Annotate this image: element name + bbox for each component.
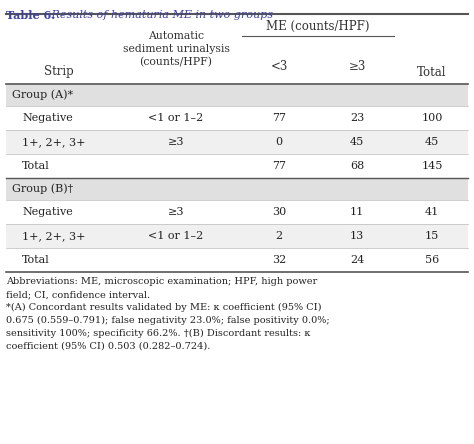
Bar bbox=[6, 224, 468, 248]
Text: 1+, 2+, 3+: 1+, 2+, 3+ bbox=[22, 231, 85, 241]
Text: *(A) Concordant results validated by ME: κ coefficient (95% CI): *(A) Concordant results validated by ME:… bbox=[6, 303, 321, 312]
Text: 1+, 2+, 3+: 1+, 2+, 3+ bbox=[22, 137, 85, 147]
Text: Total: Total bbox=[22, 255, 50, 265]
Text: Abbreviations: ME, microscopic examination; HPF, high power: Abbreviations: ME, microscopic examinati… bbox=[6, 277, 317, 286]
Text: ME (counts/HPF): ME (counts/HPF) bbox=[266, 20, 370, 32]
Text: 77: 77 bbox=[272, 113, 286, 123]
Text: 30: 30 bbox=[272, 207, 286, 217]
Text: sensitivity 100%; specificity 66.2%. †(B) Discordant results: κ: sensitivity 100%; specificity 66.2%. †(B… bbox=[6, 329, 310, 338]
Text: Total: Total bbox=[417, 66, 447, 79]
Text: 0: 0 bbox=[275, 137, 283, 147]
Text: Group (A)*: Group (A)* bbox=[12, 90, 73, 100]
Text: 41: 41 bbox=[425, 207, 439, 217]
Bar bbox=[6, 14, 468, 84]
Text: Results of hematuria ME in two groups: Results of hematuria ME in two groups bbox=[48, 10, 273, 20]
Text: 100: 100 bbox=[421, 113, 443, 123]
Bar bbox=[6, 248, 468, 272]
Text: Strip: Strip bbox=[44, 66, 74, 79]
Text: Automatic
sediment urinalysis
(counts/HPF): Automatic sediment urinalysis (counts/HP… bbox=[123, 31, 229, 67]
Bar bbox=[6, 178, 468, 200]
Text: 11: 11 bbox=[350, 207, 364, 217]
Text: ≥3: ≥3 bbox=[168, 137, 184, 147]
Bar bbox=[6, 154, 468, 178]
Text: Negative: Negative bbox=[22, 207, 73, 217]
Text: Total: Total bbox=[22, 161, 50, 171]
Text: 45: 45 bbox=[350, 137, 364, 147]
Text: ≥3: ≥3 bbox=[348, 59, 365, 72]
Text: 2: 2 bbox=[275, 231, 283, 241]
Text: 77: 77 bbox=[272, 161, 286, 171]
Text: 23: 23 bbox=[350, 113, 364, 123]
Text: 13: 13 bbox=[350, 231, 364, 241]
Text: 15: 15 bbox=[425, 231, 439, 241]
Text: ≥3: ≥3 bbox=[168, 207, 184, 217]
Text: Group (B)†: Group (B)† bbox=[12, 184, 73, 194]
Text: 56: 56 bbox=[425, 255, 439, 265]
Bar bbox=[6, 200, 468, 224]
Text: <1 or 1–2: <1 or 1–2 bbox=[148, 231, 204, 241]
Bar bbox=[6, 130, 468, 154]
Text: 45: 45 bbox=[425, 137, 439, 147]
Text: <3: <3 bbox=[270, 59, 288, 72]
Text: 0.675 (0.559–0.791); false negativity 23.0%; false positivity 0.0%;: 0.675 (0.559–0.791); false negativity 23… bbox=[6, 316, 329, 325]
Text: coefficient (95% CI) 0.503 (0.282–0.724).: coefficient (95% CI) 0.503 (0.282–0.724)… bbox=[6, 342, 210, 351]
Bar bbox=[6, 84, 468, 106]
Text: Table 6.: Table 6. bbox=[6, 10, 55, 21]
Bar bbox=[6, 106, 468, 130]
Text: 24: 24 bbox=[350, 255, 364, 265]
Text: 145: 145 bbox=[421, 161, 443, 171]
Text: <1 or 1–2: <1 or 1–2 bbox=[148, 113, 204, 123]
Text: 32: 32 bbox=[272, 255, 286, 265]
Text: Negative: Negative bbox=[22, 113, 73, 123]
Text: 68: 68 bbox=[350, 161, 364, 171]
Text: field; CI, confidence interval.: field; CI, confidence interval. bbox=[6, 290, 150, 299]
